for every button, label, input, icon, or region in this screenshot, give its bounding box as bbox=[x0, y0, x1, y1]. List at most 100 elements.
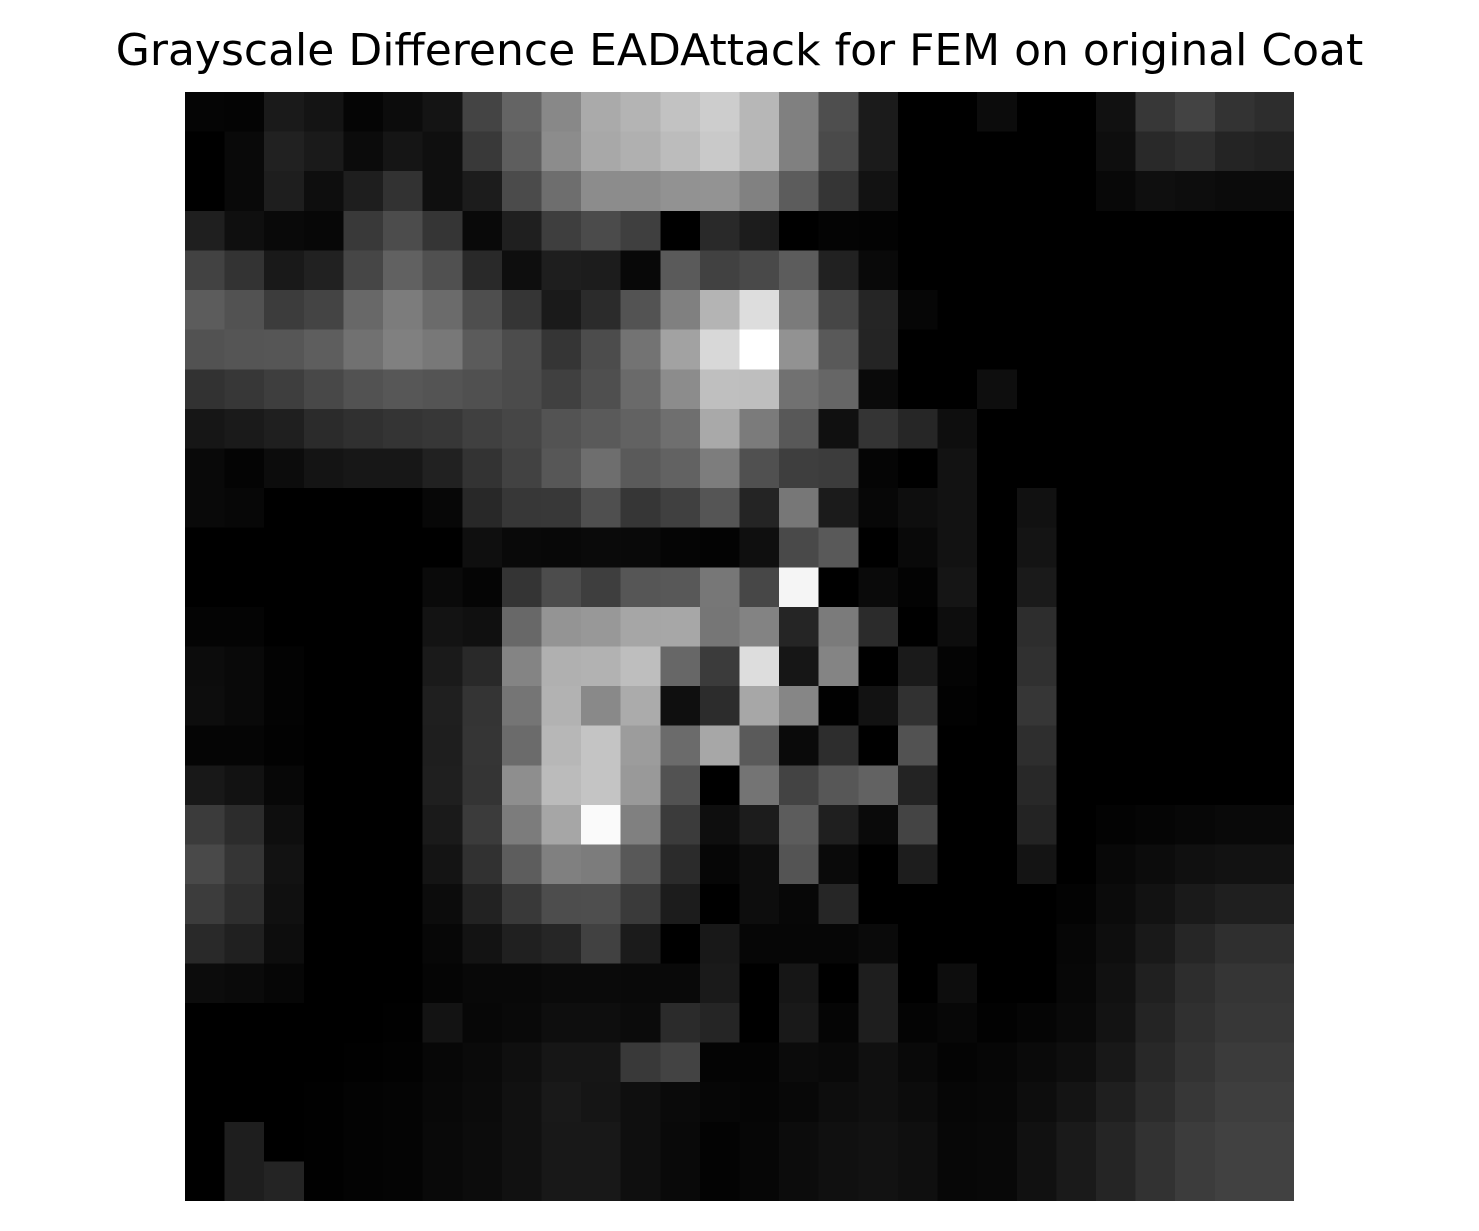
heatmap-cell-r10-c11 bbox=[620, 488, 661, 529]
heatmap-cell-r4-c10 bbox=[581, 250, 622, 291]
heatmap-cell-r22-c19 bbox=[937, 963, 978, 1004]
heatmap-cell-r3-c12 bbox=[660, 210, 701, 252]
heatmap-cell-r1-c16 bbox=[818, 131, 859, 172]
heatmap-cell-r26-c25 bbox=[1175, 1121, 1216, 1162]
heatmap-cell-r18-c14 bbox=[739, 804, 780, 846]
heatmap-cell-r1-c20 bbox=[977, 131, 1018, 172]
heatmap-cell-r15-c25 bbox=[1175, 686, 1216, 727]
heatmap-cell-r24-c1 bbox=[224, 1042, 265, 1083]
heatmap-cell-r4-c25 bbox=[1175, 250, 1216, 291]
heatmap-cell-r8-c19 bbox=[937, 408, 978, 450]
heatmap-cell-r22-c21 bbox=[1016, 963, 1057, 1004]
heatmap-cell-r24-c24 bbox=[1135, 1042, 1176, 1083]
heatmap-cell-r16-c15 bbox=[779, 725, 820, 766]
heatmap-cell-r16-c21 bbox=[1016, 725, 1057, 766]
heatmap-cell-r5-c11 bbox=[620, 290, 661, 331]
heatmap-cell-r7-c2 bbox=[264, 369, 305, 410]
heatmap-cell-r21-c17 bbox=[858, 923, 899, 964]
heatmap-cell-r26-c10 bbox=[581, 1121, 622, 1162]
heatmap-cell-r11-c5 bbox=[383, 527, 424, 568]
heatmap-cell-r16-c10 bbox=[581, 725, 622, 766]
heatmap-cell-r21-c26 bbox=[1214, 923, 1255, 964]
heatmap-cell-r22-c7 bbox=[462, 963, 503, 1004]
heatmap-cell-r26-c21 bbox=[1016, 1121, 1057, 1162]
heatmap-cell-r16-c25 bbox=[1175, 725, 1216, 766]
heatmap-cell-r10-c24 bbox=[1135, 488, 1176, 529]
heatmap-cell-r21-c4 bbox=[343, 923, 384, 964]
heatmap-cell-r16-c13 bbox=[699, 725, 741, 766]
heatmap-cell-r25-c23 bbox=[1095, 1082, 1137, 1123]
heatmap-cell-r18-c22 bbox=[1056, 804, 1097, 846]
heatmap-cell-r6-c14 bbox=[739, 329, 780, 370]
heatmap-cell-r12-c19 bbox=[937, 567, 978, 608]
heatmap-cell-r22-c20 bbox=[977, 963, 1018, 1004]
heatmap-cell-r20-c6 bbox=[422, 884, 463, 925]
heatmap-cell-r6-c17 bbox=[858, 329, 899, 370]
heatmap-cell-r22-c2 bbox=[264, 963, 305, 1004]
heatmap-cell-r21-c22 bbox=[1056, 923, 1097, 964]
heatmap-cell-r3-c24 bbox=[1135, 210, 1176, 252]
heatmap-cell-r23-c18 bbox=[897, 1002, 939, 1044]
heatmap-cell-r13-c25 bbox=[1175, 606, 1216, 648]
heatmap-cell-r3-c22 bbox=[1056, 210, 1097, 252]
heatmap-cell-r21-c7 bbox=[462, 923, 503, 964]
heatmap-cell-r27-c21 bbox=[1016, 1161, 1057, 1201]
heatmap-cell-r3-c17 bbox=[858, 210, 899, 252]
heatmap-cell-r21-c15 bbox=[779, 923, 820, 964]
heatmap-cell-r19-c16 bbox=[818, 844, 859, 885]
heatmap-cell-r26-c19 bbox=[937, 1121, 978, 1162]
heatmap-cell-r4-c21 bbox=[1016, 250, 1057, 291]
heatmap-cell-r2-c23 bbox=[1095, 171, 1137, 212]
heatmap-cell-r2-c25 bbox=[1175, 171, 1216, 212]
heatmap-cell-r0-c15 bbox=[779, 92, 820, 133]
heatmap-cell-r1-c1 bbox=[224, 131, 265, 172]
heatmap-cell-r10-c27 bbox=[1254, 488, 1294, 529]
heatmap-cell-r3-c1 bbox=[224, 210, 265, 252]
heatmap-cell-r4-c5 bbox=[383, 250, 424, 291]
heatmap-cell-r26-c16 bbox=[818, 1121, 859, 1162]
heatmap-cell-r7-c18 bbox=[897, 369, 939, 410]
heatmap-cell-r2-c5 bbox=[383, 171, 424, 212]
heatmap-cell-r6-c18 bbox=[897, 329, 939, 370]
heatmap-cell-r14-c19 bbox=[937, 646, 978, 687]
heatmap-cell-r9-c8 bbox=[501, 448, 543, 489]
heatmap-cell-r19-c22 bbox=[1056, 844, 1097, 885]
heatmap-cell-r1-c12 bbox=[660, 131, 701, 172]
heatmap-cell-r3-c20 bbox=[977, 210, 1018, 252]
heatmap-cell-r10-c20 bbox=[977, 488, 1018, 529]
heatmap-cell-r0-c19 bbox=[937, 92, 978, 133]
heatmap-cell-r0-c20 bbox=[977, 92, 1018, 133]
heatmap-cell-r16-c0 bbox=[185, 725, 226, 766]
heatmap-cell-r21-c27 bbox=[1254, 923, 1294, 964]
heatmap-cell-r11-c6 bbox=[422, 527, 463, 568]
heatmap-cell-r16-c26 bbox=[1214, 725, 1255, 766]
heatmap-cell-r2-c10 bbox=[581, 171, 622, 212]
heatmap-cell-r23-c7 bbox=[462, 1002, 503, 1044]
heatmap-cell-r4-c1 bbox=[224, 250, 265, 291]
heatmap-cell-r1-c9 bbox=[541, 131, 582, 172]
heatmap-cell-r12-c18 bbox=[897, 567, 939, 608]
heatmap-cell-r23-c5 bbox=[383, 1002, 424, 1044]
heatmap-cell-r25-c5 bbox=[383, 1082, 424, 1123]
heatmap-cell-r22-c1 bbox=[224, 963, 265, 1004]
heatmap-cell-r6-c6 bbox=[422, 329, 463, 370]
heatmap-cell-r20-c0 bbox=[185, 884, 226, 925]
heatmap-cell-r11-c10 bbox=[581, 527, 622, 568]
heatmap-cell-r17-c7 bbox=[462, 765, 503, 806]
heatmap-cell-r4-c27 bbox=[1254, 250, 1294, 291]
heatmap-cell-r15-c8 bbox=[501, 686, 543, 727]
heatmap-cell-r18-c7 bbox=[462, 804, 503, 846]
heatmap-cell-r18-c9 bbox=[541, 804, 582, 846]
heatmap-cell-r3-c27 bbox=[1254, 210, 1294, 252]
heatmap-cell-r15-c13 bbox=[699, 686, 741, 727]
heatmap-cell-r5-c7 bbox=[462, 290, 503, 331]
heatmap-cell-r3-c3 bbox=[303, 210, 345, 252]
heatmap-cell-r5-c6 bbox=[422, 290, 463, 331]
heatmap-cell-r3-c14 bbox=[739, 210, 780, 252]
heatmap-cell-r24-c15 bbox=[779, 1042, 820, 1083]
heatmap-cell-r14-c6 bbox=[422, 646, 463, 687]
heatmap-cell-r21-c11 bbox=[620, 923, 661, 964]
heatmap-cell-r27-c19 bbox=[937, 1161, 978, 1201]
heatmap-cell-r12-c7 bbox=[462, 567, 503, 608]
heatmap-cell-r1-c7 bbox=[462, 131, 503, 172]
